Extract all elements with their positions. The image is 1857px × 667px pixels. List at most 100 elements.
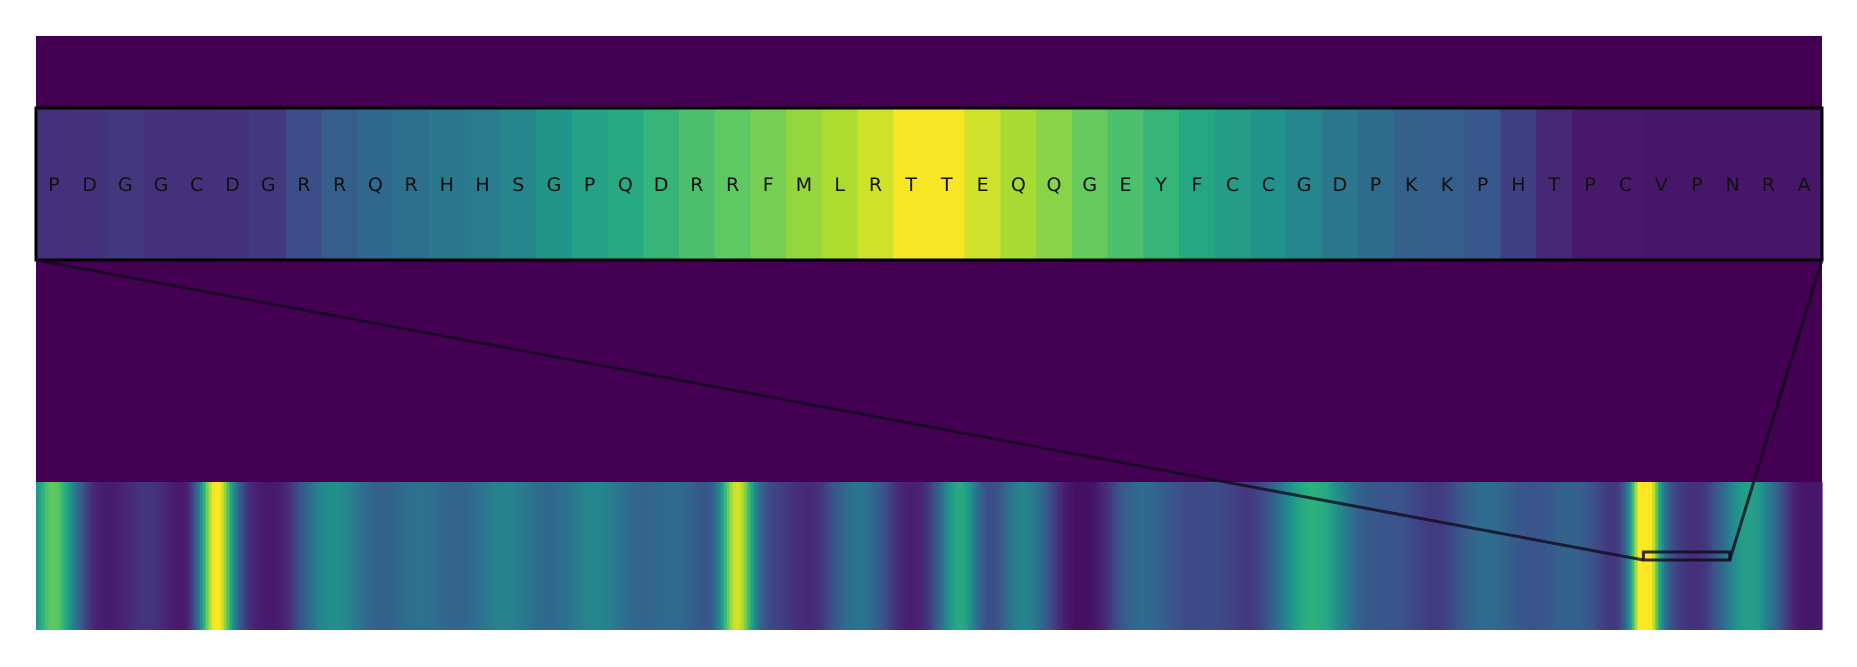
track-cell bbox=[833, 482, 838, 630]
track-cell bbox=[1140, 482, 1144, 630]
track-cell bbox=[1318, 482, 1323, 630]
sequence-letter: G bbox=[261, 174, 276, 196]
track-cell bbox=[1006, 482, 1010, 630]
track-cell bbox=[658, 482, 662, 630]
track-cell bbox=[169, 482, 174, 630]
track-cell bbox=[827, 482, 832, 630]
track-cell bbox=[1402, 482, 1406, 630]
track-cell bbox=[1366, 482, 1371, 630]
track-cell bbox=[479, 482, 484, 630]
track-cell bbox=[1405, 482, 1409, 630]
track-cell bbox=[1057, 482, 1061, 630]
track-cell bbox=[565, 482, 570, 630]
zoom-cell bbox=[1464, 108, 1502, 260]
track-cell bbox=[562, 482, 567, 630]
track-cell bbox=[1643, 482, 1647, 630]
track-cell bbox=[806, 482, 811, 630]
track-cell bbox=[994, 482, 999, 630]
track-cell bbox=[684, 482, 689, 630]
track-cell bbox=[946, 482, 951, 630]
track-cell bbox=[1071, 482, 1076, 630]
sequence-letter: E bbox=[1119, 174, 1131, 196]
track-cell bbox=[312, 482, 317, 630]
track-cell bbox=[1435, 482, 1439, 630]
track-cell bbox=[187, 482, 192, 630]
track-cell bbox=[655, 482, 659, 630]
track-cell bbox=[1250, 482, 1255, 630]
sequence-letter: H bbox=[1511, 174, 1525, 196]
sequence-letter: P bbox=[1584, 174, 1595, 196]
track-cell bbox=[274, 482, 278, 630]
track-cell bbox=[1694, 482, 1698, 630]
track-cell bbox=[351, 482, 356, 630]
zoom-cell bbox=[1071, 108, 1109, 260]
track-cell bbox=[92, 482, 97, 630]
track-cell bbox=[1792, 482, 1796, 630]
track-cell bbox=[434, 482, 439, 630]
track-cell bbox=[1214, 482, 1219, 630]
track-cell bbox=[315, 482, 320, 630]
track-cell bbox=[324, 482, 329, 630]
track-cell bbox=[1184, 482, 1189, 630]
track-cell bbox=[458, 482, 463, 630]
track-cell bbox=[1548, 482, 1552, 630]
track-cell bbox=[1530, 482, 1534, 630]
track-cell bbox=[360, 482, 365, 630]
track-cell bbox=[1631, 482, 1636, 630]
track-cell bbox=[1714, 482, 1719, 630]
track-cell bbox=[1369, 482, 1374, 630]
track-cell bbox=[1771, 482, 1775, 630]
track-cell bbox=[1342, 482, 1347, 630]
track-cell bbox=[917, 482, 921, 630]
track-cell bbox=[405, 482, 409, 630]
track-cell bbox=[1711, 482, 1716, 630]
track-cell bbox=[1705, 482, 1710, 630]
track-cell bbox=[500, 482, 504, 630]
track-cell bbox=[792, 482, 796, 630]
track-cell bbox=[327, 482, 332, 630]
track-cell bbox=[366, 482, 370, 630]
track-cell bbox=[521, 482, 525, 630]
track-cell bbox=[488, 482, 493, 630]
track-cell bbox=[1095, 482, 1100, 630]
track-cell bbox=[1104, 482, 1109, 630]
track-cell bbox=[571, 482, 576, 630]
track-cell bbox=[503, 482, 507, 630]
track-cell bbox=[1804, 482, 1808, 630]
track-cell bbox=[1125, 482, 1130, 630]
track-cell bbox=[1813, 482, 1817, 630]
track-cell bbox=[190, 482, 195, 630]
track-cell bbox=[1646, 482, 1650, 630]
track-cell bbox=[1208, 482, 1213, 630]
track-cell bbox=[419, 482, 424, 630]
track-cell bbox=[1247, 482, 1252, 630]
track-cell bbox=[1015, 482, 1019, 630]
track-cell bbox=[899, 482, 903, 630]
track-cell bbox=[1819, 482, 1823, 630]
track-cell bbox=[1604, 482, 1609, 630]
track-cell bbox=[830, 482, 835, 630]
zoom-cell bbox=[536, 108, 573, 260]
track-cell bbox=[214, 482, 219, 630]
track-cell bbox=[1030, 482, 1034, 630]
track-cell bbox=[1768, 482, 1772, 630]
track-cell bbox=[354, 482, 359, 630]
track-cell bbox=[1202, 482, 1207, 630]
track-cell bbox=[408, 482, 412, 630]
sequence-letter: R bbox=[869, 174, 882, 196]
track-cell bbox=[1551, 482, 1555, 630]
track-cell bbox=[1500, 482, 1505, 630]
track-cell bbox=[923, 482, 927, 630]
track-cell bbox=[970, 482, 975, 630]
track-cell bbox=[1786, 482, 1790, 630]
track-cell bbox=[982, 482, 987, 630]
track-cell bbox=[178, 482, 183, 630]
sequence-letter: D bbox=[225, 174, 240, 196]
track-cell bbox=[59, 482, 64, 630]
track-cell bbox=[872, 482, 877, 630]
track-cell bbox=[732, 482, 737, 630]
track-cell bbox=[1307, 482, 1311, 630]
track-cell bbox=[1199, 482, 1204, 630]
zoom-cell bbox=[857, 108, 894, 260]
zoom-cell bbox=[1143, 108, 1180, 260]
